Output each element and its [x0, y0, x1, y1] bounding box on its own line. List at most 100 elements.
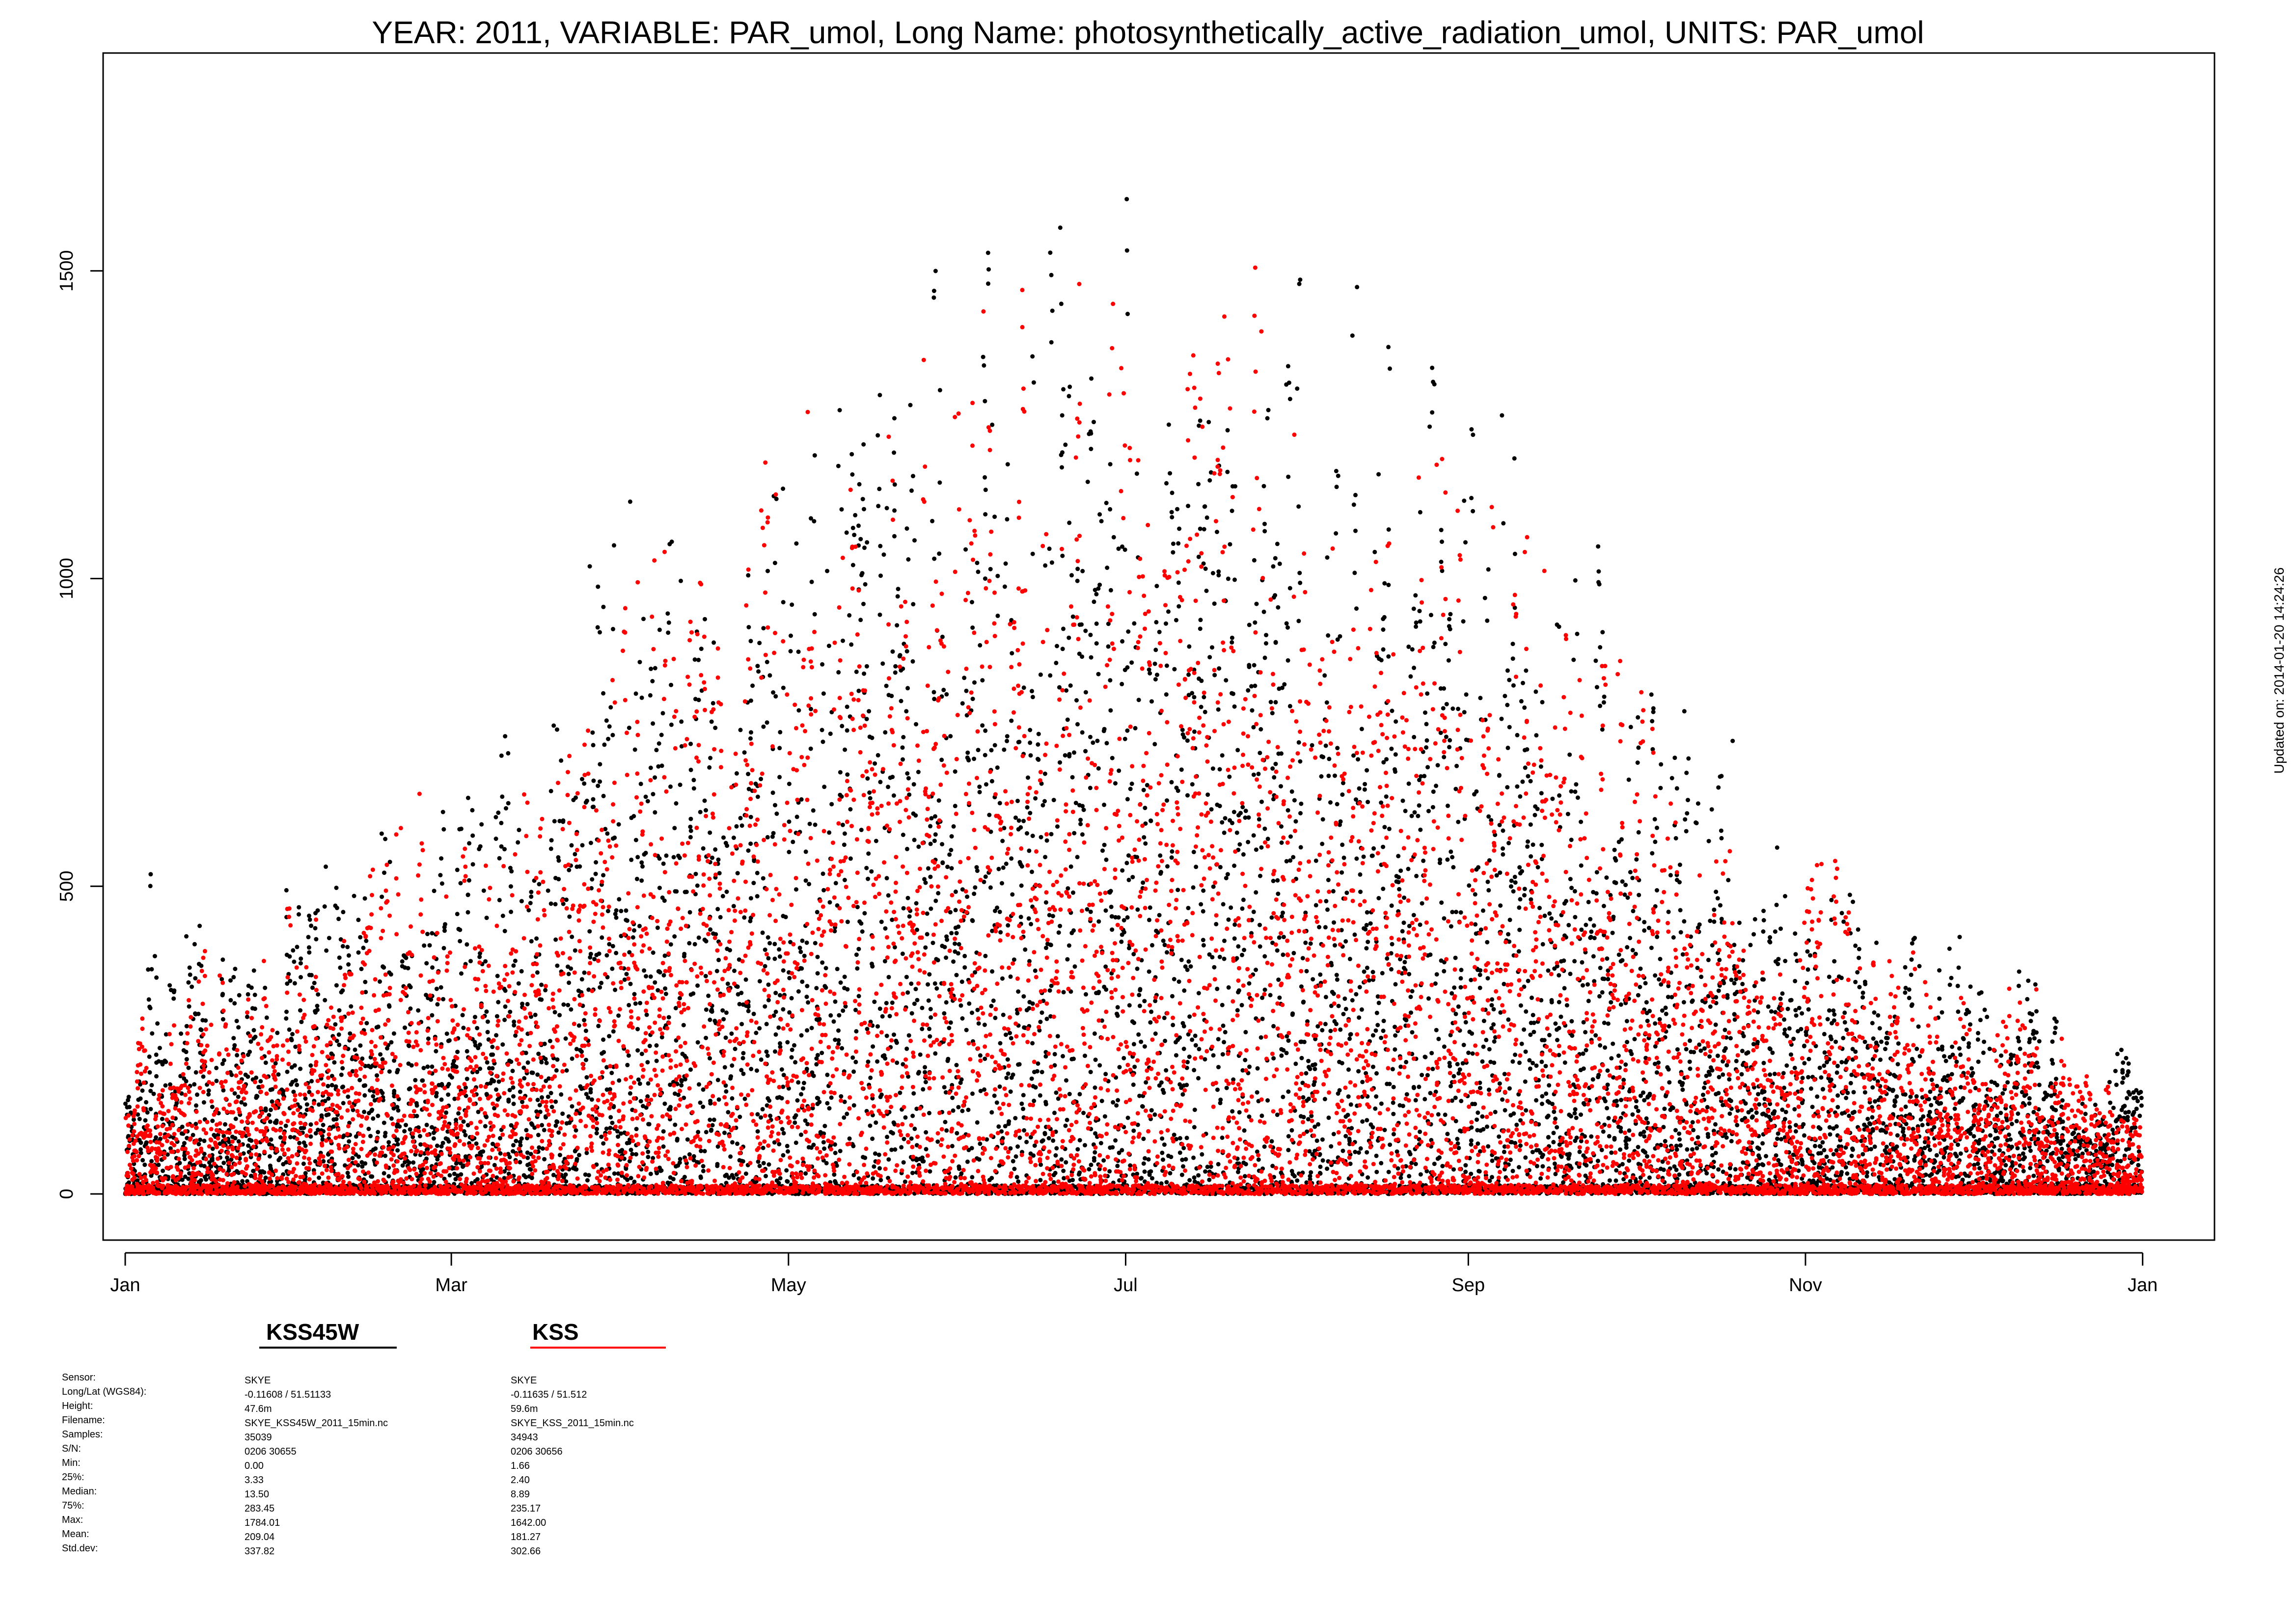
data-point-kss45w — [252, 993, 257, 997]
data-point-kss45w — [404, 955, 409, 960]
data-point-kss45w — [366, 1127, 371, 1131]
data-point-kss45w — [1104, 501, 1109, 505]
data-point-kss45w — [1154, 584, 1159, 589]
data-point-kss45w — [1032, 1143, 1037, 1148]
data-point-kss45w — [192, 1082, 197, 1087]
data-point-kss45w — [755, 1112, 760, 1117]
data-point-kss45w — [284, 1009, 289, 1014]
data-point-kss45w — [657, 627, 662, 632]
data-point-kss45w — [1147, 1170, 1152, 1175]
data-point-kss45w — [278, 1156, 283, 1161]
data-point-kss45w — [701, 846, 706, 851]
data-point-kss45w — [676, 853, 681, 858]
data-point-kss45w — [892, 450, 897, 455]
data-point-kss45w — [455, 867, 460, 872]
data-point-kss45w — [965, 750, 970, 755]
data-point-kss45w — [156, 1163, 161, 1167]
data-point-kss45w — [704, 1130, 709, 1135]
data-point-kss45w — [814, 1017, 819, 1022]
data-point-kss45w — [235, 1053, 240, 1057]
data-point-kss45w — [1000, 881, 1004, 886]
data-point-kss45w — [358, 1043, 363, 1048]
data-point-kss45w — [432, 889, 437, 893]
data-point-kss45w — [584, 1057, 588, 1062]
data-point-kss45w — [1177, 1150, 1182, 1155]
data-point-kss45w — [904, 974, 909, 979]
data-point-kss45w — [978, 643, 983, 648]
data-point-kss45w — [976, 1021, 981, 1026]
data-point-kss45w — [778, 993, 782, 998]
data-point-kss45w — [142, 1163, 147, 1167]
data-point-kss45w — [182, 1141, 187, 1146]
data-point-kss45w — [1061, 990, 1066, 995]
data-point-kss45w — [511, 1094, 516, 1099]
data-point-kss45w — [840, 822, 845, 827]
data-point-kss45w — [944, 1000, 949, 1005]
data-point-kss45w — [477, 1042, 482, 1047]
data-point-kss45w — [1046, 1136, 1051, 1140]
data-point-kss45w — [1089, 447, 1093, 451]
data-point-kss45w — [1093, 1131, 1098, 1136]
data-point-kss45w — [789, 1055, 794, 1060]
data-point-kss45w — [263, 985, 268, 990]
data-point-kss45w — [503, 734, 508, 739]
data-point-kss45w — [306, 945, 311, 950]
data-point-kss45w — [495, 974, 500, 978]
data-point-kss45w — [1075, 578, 1080, 583]
data-point-kss45w — [1181, 1047, 1186, 1051]
data-point-kss45w — [610, 966, 615, 971]
data-point-kss45w — [637, 1081, 642, 1086]
data-point-kss45w — [1153, 677, 1158, 682]
data-point-kss45w — [855, 966, 860, 971]
data-point-kss45w — [341, 1101, 346, 1106]
data-point-kss45w — [233, 967, 238, 972]
data-point-kss45w — [1128, 786, 1133, 791]
data-point-kss45w — [874, 1120, 878, 1125]
data-point-kss45w — [1102, 984, 1107, 989]
data-point-kss45w — [646, 1081, 651, 1086]
data-point-kss45w — [648, 693, 653, 698]
data-point-kss45w — [137, 1116, 142, 1121]
data-point-kss45w — [430, 931, 435, 936]
data-point-kss45w — [1032, 1098, 1037, 1103]
data-point-kss45w — [991, 998, 996, 1003]
data-point-kss45w — [1002, 584, 1007, 589]
data-point-kss45w — [793, 1120, 797, 1125]
data-point-kss45w — [362, 1093, 367, 1098]
data-point-kss45w — [684, 890, 689, 894]
data-point-kss45w — [841, 1008, 846, 1013]
data-point-kss45w — [326, 1083, 330, 1088]
data-point-kss45w — [746, 772, 751, 777]
data-point-kss45w — [536, 1133, 541, 1137]
data-point-kss45w — [883, 926, 888, 931]
data-point-kss45w — [1169, 780, 1174, 785]
data-point-kss45w — [147, 1070, 152, 1075]
data-point-kss45w — [383, 837, 388, 841]
data-point-kss45w — [688, 767, 693, 772]
data-point-kss45w — [1003, 1124, 1008, 1129]
data-point-kss45w — [1119, 939, 1124, 944]
data-point-kss45w — [647, 1122, 652, 1127]
data-point-kss45w — [1018, 915, 1023, 920]
data-point-kss45w — [1072, 964, 1077, 969]
data-point-kss45w — [593, 871, 598, 876]
data-point-kss45w — [668, 1107, 673, 1112]
data-point-kss45w — [1179, 957, 1184, 962]
data-point-kss45w — [722, 1131, 727, 1135]
data-point-kss45w — [909, 1136, 914, 1141]
data-point-kss45w — [717, 871, 722, 876]
data-point-kss45w — [236, 1170, 241, 1175]
data-point-kss45w — [511, 963, 516, 968]
data-point-kss45w — [1021, 685, 1026, 690]
data-point-kss45w — [885, 1135, 890, 1139]
data-point-kss45w — [898, 1090, 902, 1095]
data-point-kss45w — [1176, 580, 1181, 585]
data-point-kss45w — [669, 722, 674, 727]
data-point-kss45w — [1008, 1089, 1013, 1094]
data-point-kss45w — [789, 633, 793, 638]
data-point-kss45w — [854, 669, 859, 674]
data-point-kss45w — [902, 1179, 907, 1184]
data-point-kss45w — [864, 866, 869, 870]
data-point-kss45w — [668, 942, 673, 947]
data-point-kss45w — [980, 723, 985, 728]
